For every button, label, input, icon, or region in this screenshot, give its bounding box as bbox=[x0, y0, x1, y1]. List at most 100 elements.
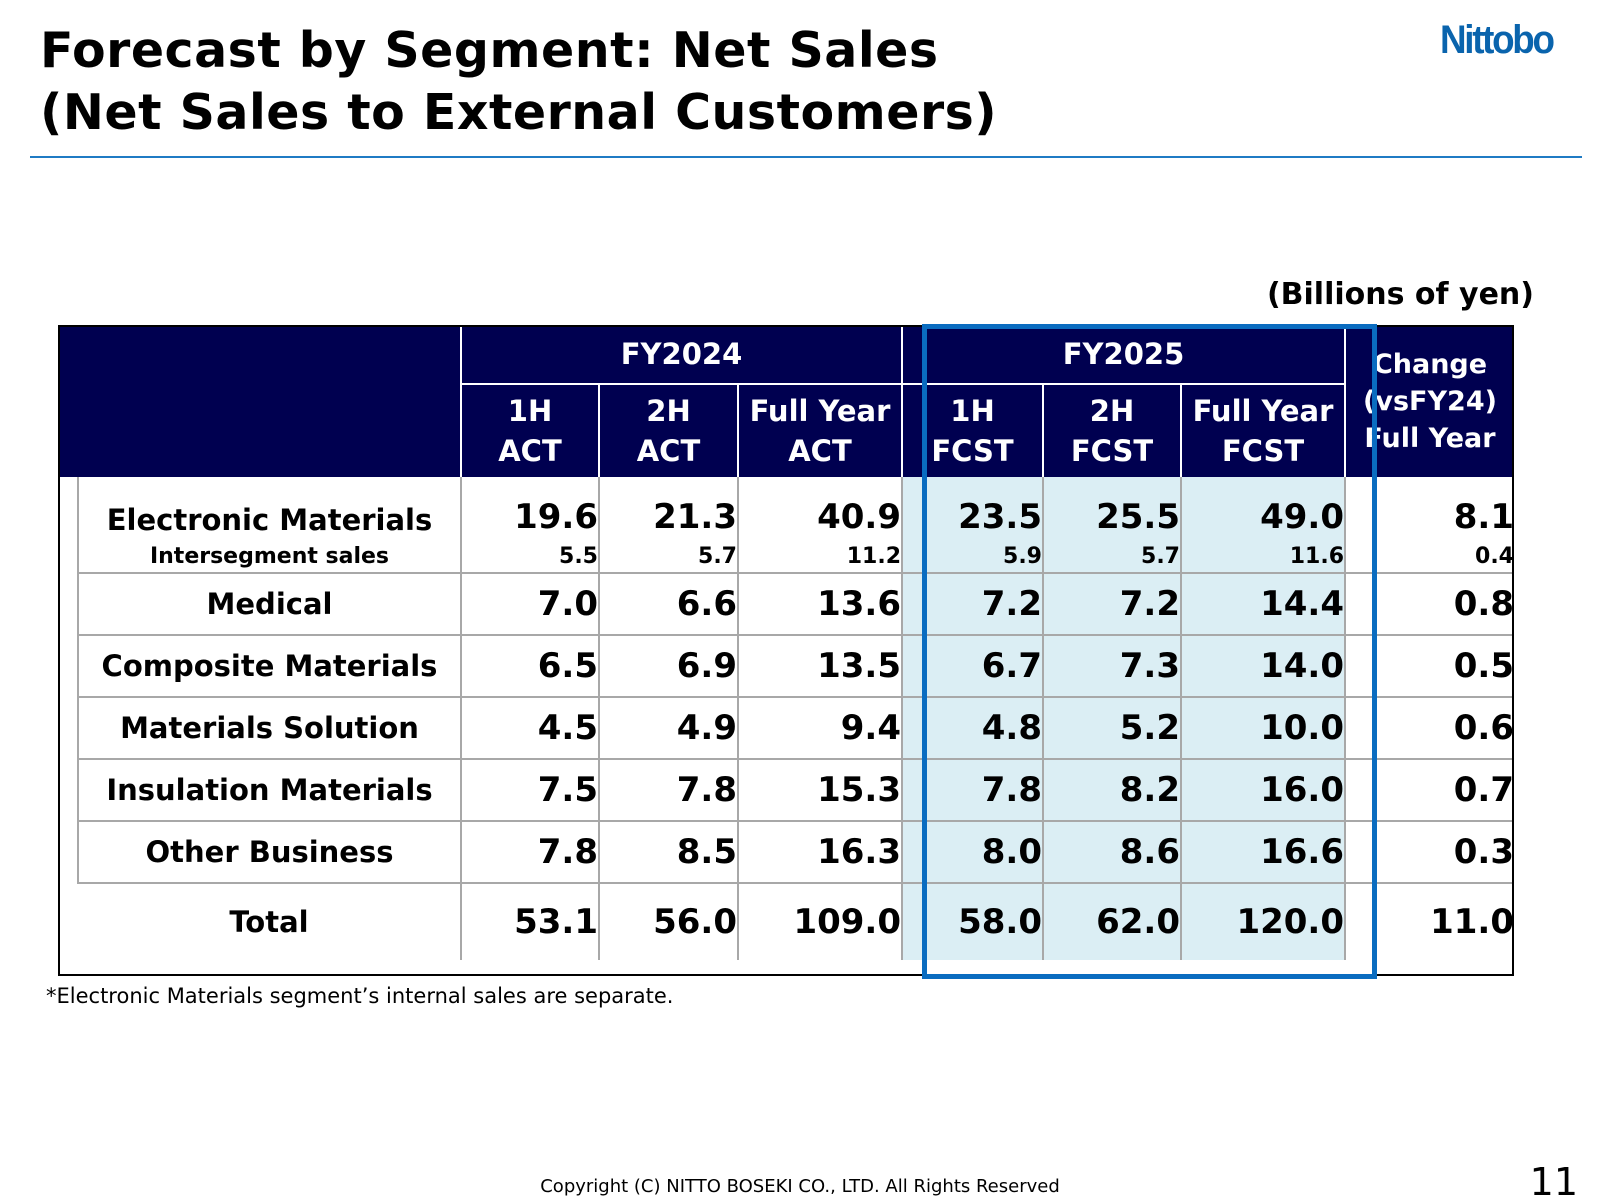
title-divider bbox=[30, 156, 1582, 158]
value-2h-act: 6.9 bbox=[598, 635, 738, 698]
header-row-groups: FY2024 FY2025 Change (vsFY24) Full Year bbox=[58, 325, 1514, 477]
segment-label: Other Business bbox=[77, 821, 461, 884]
col-header-line-1: 2H bbox=[1089, 394, 1135, 428]
col-header-line-1: 2H bbox=[646, 394, 691, 428]
page-title-line-2: (Net Sales to External Customers) bbox=[40, 84, 998, 141]
row-insulation-materials: Insulation Materials 7.5 7.8 15.3 7.8 8.… bbox=[58, 759, 1514, 822]
header-fy2025: FY2025 bbox=[901, 325, 1345, 385]
value-1h-fcst: 58.0 bbox=[901, 883, 1043, 960]
value-fy-act: 109.0 bbox=[737, 883, 902, 960]
value-1h-fcst: 7.2 bbox=[901, 573, 1043, 636]
value-1h-act: 7.8 bbox=[460, 821, 599, 884]
col-header-1h-act: 1H ACT bbox=[460, 384, 599, 477]
value-1h-act: 4.5 bbox=[460, 697, 599, 760]
row-indent-spacer bbox=[58, 477, 78, 960]
col-header-2h-fcst: 2H FCST bbox=[1042, 384, 1181, 477]
col-header-line-2: ACT bbox=[788, 434, 852, 468]
value-2h-act: 56.0 bbox=[598, 883, 738, 960]
value-2h-fcst: 5.2 bbox=[1042, 697, 1181, 760]
value-change: 0.4 bbox=[1344, 541, 1514, 574]
value-1h-fcst: 23.5 bbox=[901, 477, 1043, 541]
header-change-line-2: (vsFY24) bbox=[1363, 385, 1497, 417]
row-intersegment-sales: Intersegment sales 5.5 5.7 11.2 5.9 5.7 … bbox=[58, 541, 1514, 574]
segment-sales-table: FY2024 FY2025 Change (vsFY24) Full Year … bbox=[58, 325, 1514, 960]
row-materials-solution: Materials Solution 4.5 4.9 9.4 4.8 5.2 1… bbox=[58, 697, 1514, 760]
value-1h-act: 6.5 bbox=[460, 635, 599, 698]
segment-label-total: Total bbox=[229, 905, 309, 939]
value-change: 0.6 bbox=[1344, 697, 1514, 760]
value-1h-act: 53.1 bbox=[460, 883, 599, 960]
segment-label: Materials Solution bbox=[77, 697, 461, 760]
value-fy-fcst: 49.0 bbox=[1180, 477, 1345, 541]
col-header-fy-fcst: Full Year FCST bbox=[1180, 384, 1345, 477]
page-title: Forecast by Segment: Net Sales (Net Sale… bbox=[40, 20, 997, 144]
value-fy-act: 40.9 bbox=[737, 477, 902, 541]
segment-label: Electronic Materials bbox=[77, 477, 461, 541]
value-2h-fcst: 62.0 bbox=[1042, 883, 1181, 960]
row-total: Total 53.1 56.0 109.0 58.0 62.0 120.0 11… bbox=[58, 883, 1514, 960]
value-2h-act: 7.8 bbox=[598, 759, 738, 822]
value-fy-fcst: 14.0 bbox=[1180, 635, 1345, 698]
value-fy-fcst: 16.6 bbox=[1180, 821, 1345, 884]
row-medical: Medical 7.0 6.6 13.6 7.2 7.2 14.4 0.8 bbox=[58, 573, 1514, 636]
col-header-2h-act: 2H ACT bbox=[598, 384, 738, 477]
value-fy-fcst: 120.0 bbox=[1180, 883, 1345, 960]
value-1h-fcst: 7.8 bbox=[901, 759, 1043, 822]
value-2h-fcst: 25.5 bbox=[1042, 477, 1181, 541]
value-2h-act: 8.5 bbox=[598, 821, 738, 884]
header-change-line-1: Change bbox=[1372, 348, 1488, 380]
value-2h-act: 21.3 bbox=[598, 477, 738, 541]
col-header-line-2: FCST bbox=[931, 434, 1014, 468]
value-1h-fcst: 6.7 bbox=[901, 635, 1043, 698]
col-header-line-1: 1H bbox=[950, 394, 995, 428]
row-composite-materials: Composite Materials 6.5 6.9 13.5 6.7 7.3… bbox=[58, 635, 1514, 698]
value-fy-act: 16.3 bbox=[737, 821, 902, 884]
page-title-line-1: Forecast by Segment: Net Sales bbox=[40, 22, 939, 79]
value-2h-fcst: 7.2 bbox=[1042, 573, 1181, 636]
value-fy-act: 13.6 bbox=[737, 573, 902, 636]
col-header-line-1: Full Year bbox=[749, 394, 891, 428]
value-1h-fcst: 4.8 bbox=[901, 697, 1043, 760]
value-2h-fcst: 5.7 bbox=[1042, 541, 1181, 574]
value-change: 0.8 bbox=[1344, 573, 1514, 636]
value-change: 11.0 bbox=[1344, 883, 1514, 960]
nittobo-logo: Nittobo bbox=[1440, 18, 1555, 62]
header-fy2024: FY2024 bbox=[460, 325, 902, 385]
value-1h-act: 7.0 bbox=[460, 573, 599, 636]
header-change: Change (vsFY24) Full Year bbox=[1344, 325, 1514, 477]
value-change: 0.7 bbox=[1344, 759, 1514, 822]
value-1h-fcst: 8.0 bbox=[901, 821, 1043, 884]
value-change: 0.5 bbox=[1344, 635, 1514, 698]
value-2h-act: 4.9 bbox=[598, 697, 738, 760]
col-header-line-1: Full Year bbox=[1192, 394, 1334, 428]
value-2h-act: 6.6 bbox=[598, 573, 738, 636]
page-number: 11 bbox=[1529, 1160, 1578, 1204]
col-header-line-1: 1H bbox=[507, 394, 553, 428]
segment-label: Medical bbox=[77, 573, 461, 636]
segment-label: Intersegment sales bbox=[77, 541, 461, 574]
value-fy-act: 9.4 bbox=[737, 697, 902, 760]
value-fy-fcst: 10.0 bbox=[1180, 697, 1345, 760]
value-fy-act: 15.3 bbox=[737, 759, 902, 822]
value-2h-fcst: 8.6 bbox=[1042, 821, 1181, 884]
segment-label: Composite Materials bbox=[77, 635, 461, 698]
value-1h-act: 5.5 bbox=[460, 541, 599, 574]
value-1h-act: 7.5 bbox=[460, 759, 599, 822]
value-fy-fcst: 11.6 bbox=[1180, 541, 1345, 574]
value-fy-act: 13.5 bbox=[737, 635, 902, 698]
col-header-line-2: FCST bbox=[1070, 434, 1154, 468]
value-1h-act: 19.6 bbox=[460, 477, 599, 541]
col-header-line-2: FCST bbox=[1221, 434, 1305, 468]
value-fy-act: 11.2 bbox=[737, 541, 902, 574]
value-fy-fcst: 16.0 bbox=[1180, 759, 1345, 822]
value-fy-fcst: 14.4 bbox=[1180, 573, 1345, 636]
col-header-1h-fcst: 1H FCST bbox=[901, 384, 1043, 477]
value-2h-act: 5.7 bbox=[598, 541, 738, 574]
value-2h-fcst: 8.2 bbox=[1042, 759, 1181, 822]
row-electronic-materials: Electronic Materials 19.6 21.3 40.9 23.5… bbox=[58, 477, 1514, 541]
header-change-line-3: Full Year bbox=[1364, 422, 1496, 454]
col-header-line-2: ACT bbox=[636, 434, 701, 468]
row-other-business: Other Business 7.8 8.5 16.3 8.0 8.6 16.6… bbox=[58, 821, 1514, 884]
col-header-fy-act: Full Year ACT bbox=[737, 384, 902, 477]
header-corner bbox=[58, 325, 461, 477]
